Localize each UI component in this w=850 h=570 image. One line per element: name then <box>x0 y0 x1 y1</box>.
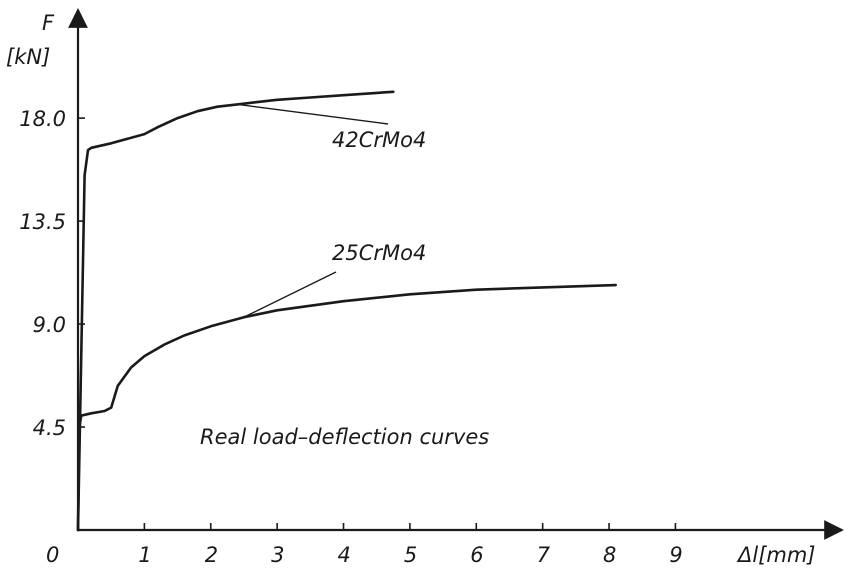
x-tick-label: 2 <box>205 543 218 567</box>
y-axis-unit: [kN] <box>6 45 50 69</box>
x-axis-label: Δl[mm] <box>736 543 816 567</box>
x-tick-label: 4 <box>338 543 351 567</box>
annotation-leader <box>237 103 389 125</box>
y-tick-label: 13.5 <box>19 210 66 234</box>
y-axis-symbol: F <box>42 11 55 35</box>
y-tick-label: 4.5 <box>33 416 66 440</box>
x-tick-label: 6 <box>470 543 483 567</box>
annotation-label: 25CrMo4 <box>332 241 426 265</box>
x-tick-label: 9 <box>669 543 682 567</box>
x-tick-label: 3 <box>271 543 284 567</box>
y-tick-label: 9.0 <box>33 313 66 337</box>
annotation-label: 42CrMo4 <box>332 128 426 152</box>
x-tick-label: 1 <box>138 543 151 567</box>
x-tick-label: 5 <box>404 543 417 567</box>
x-tick-label: 0 <box>46 543 59 567</box>
x-tick-label: 7 <box>537 543 551 567</box>
x-tick-label: 8 <box>603 543 616 567</box>
chart-caption: Real load–deflection curves <box>200 425 489 449</box>
y-tick-label: 18.0 <box>19 107 66 131</box>
series-line-42crmo4 <box>76 90 395 532</box>
annotation-leader <box>243 271 337 318</box>
series-line-25crmo4 <box>76 283 617 532</box>
